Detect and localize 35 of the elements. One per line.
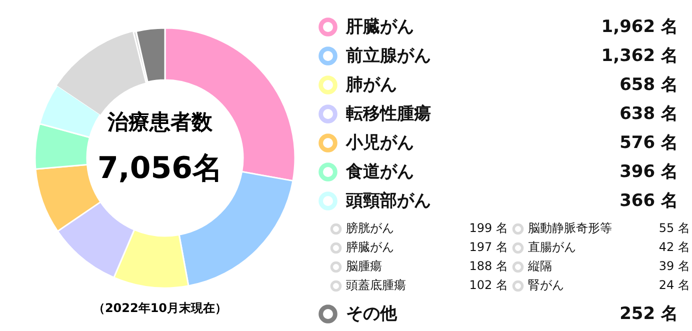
data-label: 39 名	[658, 258, 690, 275]
data-label: 576 名	[618, 132, 678, 154]
legend-label: 直腸がん	[527, 239, 577, 256]
data-label: 42 名	[658, 239, 690, 256]
legend-label: 食道がん	[346, 161, 415, 183]
data-label: 366 名	[618, 190, 678, 212]
legend-label: 腎がん	[527, 277, 565, 294]
data-label: 188 名	[468, 258, 508, 275]
data-label: 197 名	[468, 239, 508, 256]
data-label: 1,962 名	[600, 16, 678, 38]
data-label: 638 名	[618, 103, 678, 125]
legend-label: 頭蓋底腫瘍	[345, 277, 407, 294]
data-label: 658 名	[618, 74, 678, 96]
legend-label: 肺がん	[346, 74, 398, 96]
legend-label: 前立腺がん	[346, 45, 432, 67]
text: （2022年10月末現在）	[92, 300, 228, 317]
data-label: 252 名	[618, 303, 678, 325]
legend-label: 膵臓がん	[345, 239, 395, 256]
data-label: 1,362 名	[600, 45, 678, 67]
legend-label: 脳動静脈奇形等	[527, 220, 613, 237]
legend-label: 肝臓がん	[346, 16, 415, 38]
data-label: 55 名	[658, 220, 690, 237]
text: 治療患者数	[106, 109, 214, 136]
data-label: 396 名	[618, 161, 678, 183]
legend-label: 縦隔	[527, 258, 553, 275]
legend-label: 転移性腫瘍	[346, 103, 432, 125]
legend-label: 膀胱がん	[345, 220, 395, 237]
legend-label: 小児がん	[346, 132, 415, 154]
legend-label: その他	[346, 303, 398, 325]
legend-label: 頭頸部がん	[346, 190, 432, 212]
data-label: 102 名	[468, 277, 508, 294]
data-label: 24 名	[658, 277, 690, 294]
legend-label: 脳腫瘍	[345, 258, 383, 275]
text: 7,056名	[96, 150, 224, 188]
data-label: 199 名	[468, 220, 508, 237]
